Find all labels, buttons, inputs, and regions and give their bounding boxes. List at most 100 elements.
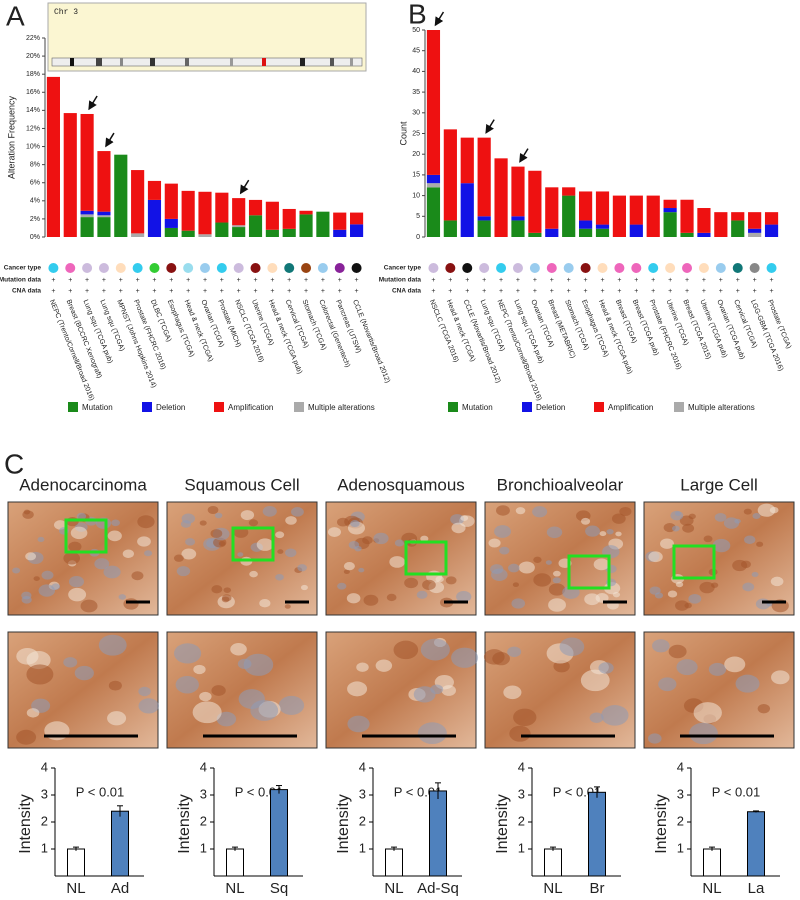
cell [688, 513, 696, 520]
cell [593, 558, 610, 571]
cell [108, 680, 122, 691]
cell [649, 586, 661, 595]
cell [676, 659, 698, 676]
y-tick-label: 4 [41, 759, 48, 774]
mutation-data: + [550, 277, 554, 284]
y-tick-label: 22% [26, 35, 40, 42]
cancer-type-dot [166, 263, 177, 273]
cell [185, 538, 196, 546]
bar-segment [511, 166, 525, 217]
mutation-data: + [237, 277, 241, 284]
legend-swatch [674, 402, 684, 412]
panel-letter: B [408, 0, 427, 29]
cancer-type-dot [546, 263, 557, 273]
bar-segment [80, 210, 94, 215]
cell [389, 556, 405, 568]
cell [343, 562, 355, 571]
cell [347, 715, 370, 733]
legend-swatch [142, 402, 152, 412]
bar [429, 790, 447, 877]
bar-segment [714, 212, 728, 237]
y-tick-label: 2 [359, 813, 366, 828]
arrow [88, 95, 98, 111]
y-tick-label: 12% [26, 125, 40, 132]
bar-segment [511, 216, 525, 221]
row-label: Cancer type [384, 265, 422, 272]
bar-segment [579, 220, 593, 229]
cell [712, 538, 731, 553]
mutation-data: + [448, 277, 452, 284]
cell [488, 538, 501, 548]
cell [144, 550, 153, 557]
cell [660, 538, 674, 549]
cna-data: + [186, 288, 190, 295]
cell [297, 564, 307, 572]
cell [494, 525, 511, 538]
y-axis-label: Intensity [17, 794, 34, 854]
cell [492, 652, 510, 666]
y-tick-label: 4 [677, 759, 684, 774]
cell [230, 643, 247, 656]
mutation-data: + [287, 277, 291, 284]
cell [503, 685, 522, 700]
cell [703, 535, 713, 543]
cancer-type-dot [317, 263, 328, 273]
bar-segment [248, 199, 263, 216]
chromosome-band [262, 58, 266, 66]
bar-segment [477, 137, 491, 217]
cancer-type-dot [216, 263, 227, 273]
cna-data: + [321, 288, 325, 295]
cell [580, 517, 591, 525]
bar [270, 789, 288, 877]
y-tick-label: 14% [26, 107, 40, 114]
region-box [672, 544, 716, 580]
cell [16, 729, 37, 745]
bar-segment [97, 211, 111, 216]
cell [684, 602, 692, 609]
mutation-data: + [203, 277, 207, 284]
cell [507, 646, 522, 658]
cell [262, 505, 277, 517]
cell [413, 686, 436, 703]
bar-segment [595, 224, 610, 229]
cancer-type-dot [233, 263, 244, 273]
cell [211, 585, 223, 594]
panel-title: Adenocarcinoma [19, 475, 147, 494]
cell [420, 535, 429, 542]
cell [394, 539, 405, 547]
mutation-data: + [304, 277, 308, 284]
bar-segment [215, 192, 229, 223]
cell [451, 647, 479, 668]
y-axis-label: Alteration Frequency [6, 95, 16, 179]
cell [373, 532, 389, 545]
cna-data: + [68, 288, 72, 295]
cna-data: + [119, 288, 123, 295]
y-tick-label: 3 [677, 786, 684, 801]
cell [771, 670, 790, 685]
row-label: Cancer type [4, 265, 42, 272]
cancer-type-dot [732, 263, 743, 273]
mutation-data: + [702, 277, 706, 284]
y-tick-label: 50 [412, 27, 420, 34]
bar-segment [562, 195, 576, 237]
y-tick-label: 4% [30, 198, 40, 205]
mutation-data: + [651, 277, 655, 284]
legend-label: Amplification [228, 403, 273, 412]
cna-data: + [203, 288, 207, 295]
y-tick-label: 1 [518, 840, 525, 855]
bar-segment [460, 137, 474, 184]
bar-segment [764, 224, 779, 237]
cna-data: + [668, 288, 672, 295]
cell [256, 538, 274, 551]
cell [724, 656, 746, 673]
y-tick-label: 1 [200, 840, 207, 855]
mutation-data: + [465, 277, 469, 284]
row-label: CNA data [392, 288, 421, 295]
cell [249, 570, 258, 578]
bar [703, 848, 721, 877]
cna-data: + [617, 288, 621, 295]
legend-label: Amplification [608, 403, 653, 412]
cancer-type-dot [682, 263, 693, 273]
panel-title: Bronchioalveolar [497, 475, 624, 494]
bar-segment [663, 208, 677, 213]
